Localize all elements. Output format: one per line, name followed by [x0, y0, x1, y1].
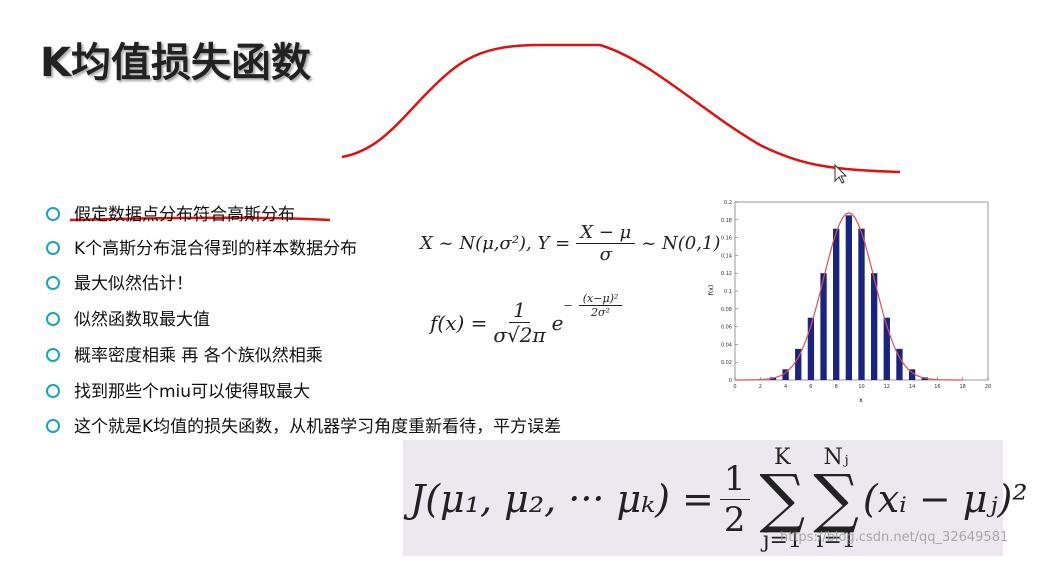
y-tick-label: 0.04: [721, 342, 732, 348]
bar: [908, 369, 916, 380]
x-tick-label: 2: [759, 384, 762, 390]
formula-text: (x−μ)²: [578, 292, 623, 306]
formula-text: J(μ₁, μ₂, ··· μₖ) =: [410, 477, 714, 521]
bar: [845, 215, 853, 380]
x-tick-label: 18: [960, 384, 966, 390]
formula-text: X − μ: [576, 222, 636, 244]
bar: [896, 348, 903, 380]
x-axis-label: x: [859, 397, 863, 404]
formula-text: 2: [723, 499, 746, 540]
y-tick-label: 0.14: [721, 253, 732, 259]
bar: [782, 369, 789, 380]
formula-text: (xᵢ − μⱼ)²: [862, 477, 1028, 521]
freehand-curve: [341, 43, 901, 174]
y-tick-label: 0.1: [724, 289, 732, 295]
bullet-text: 最大似然估计！: [74, 274, 193, 294]
bullet-dot: [46, 419, 60, 433]
bar: [858, 228, 865, 380]
bullet: 概率密度相乘 再 各个族似然相乘: [46, 341, 323, 366]
bullet-text: 假定数据点分布符合高斯分布: [74, 205, 295, 225]
formula-box: [403, 440, 1003, 556]
bullet-text: 似然函数取最大值: [74, 310, 210, 330]
watermark: https://blog.csdn.net/qq_32649581: [780, 530, 1009, 545]
formula-text: f(x) =: [430, 310, 488, 335]
x-tick-label: 4: [784, 384, 787, 390]
formula-text: −: [563, 299, 573, 312]
bullet: 假定数据点分布符合高斯分布: [46, 200, 295, 225]
formula-text: K: [774, 445, 791, 470]
x-tick-label: 12: [884, 384, 890, 390]
slide-title: K均值损失函数: [40, 40, 311, 86]
x-tick-label: 6: [809, 384, 812, 390]
bar: [820, 273, 827, 380]
bar: [870, 273, 878, 380]
formula-text: e: [551, 310, 564, 335]
bullet-text: 找到那些个miu可以使得取最大: [74, 382, 311, 402]
y-tick-label: 0.18: [721, 218, 732, 224]
y-tick-label: 0.06: [721, 325, 732, 331]
formula-pdf: f(x) = 1 σ√2π e − (x−μ)² 2σ²: [430, 292, 628, 347]
formula-text: j=1: [762, 528, 802, 553]
bar: [807, 317, 815, 380]
bar: [883, 317, 890, 380]
bullet-dot: [46, 312, 60, 326]
cursor: [834, 163, 848, 184]
bullet-dot: [46, 207, 60, 221]
x-tick-label: 16: [934, 384, 940, 390]
y-tick-label: 0.12: [721, 271, 732, 277]
underline: [69, 216, 331, 222]
bullet-text: 概率密度相乘 再 各个族似然相乘: [74, 346, 323, 366]
x-tick-label: 20: [985, 384, 991, 390]
bullet-dot: [46, 384, 60, 398]
x-tick-label: 8: [835, 384, 838, 390]
formula-text: ∑: [759, 462, 806, 536]
x-tick-label: 0: [733, 384, 736, 390]
bullet: K个高斯分布混合得到的样本数据分布: [46, 234, 357, 259]
bullet-text: K个高斯分布混合得到的样本数据分布: [74, 239, 358, 259]
y-tick-label: 0: [729, 378, 732, 384]
formula-text: Nⱼ: [823, 445, 849, 470]
bullet-dot: [46, 241, 60, 255]
bullet: 找到那些个miu可以使得取最大: [46, 377, 310, 402]
formula-text: 2σ²: [591, 306, 610, 319]
y-tick-label: 0.16: [721, 236, 732, 242]
bullet-text: 这个就是K均值的损失函数，从机器学习角度重新看待，平方误差: [74, 417, 562, 437]
bullet: 似然函数取最大值: [46, 305, 210, 330]
bar: [795, 348, 802, 380]
formula-text: 1: [509, 298, 530, 323]
y-tick-label: 0.02: [721, 360, 732, 366]
y-tick-label: 0.2: [724, 200, 732, 206]
fit-curve: [735, 212, 963, 381]
y-axis-label: f(x): [708, 285, 715, 295]
bar: [833, 228, 840, 380]
formula-text: X ~ N(μ,σ²), Y =: [420, 233, 571, 254]
bullet: 这个就是K均值的损失函数，从机器学习角度重新看待，平方误差: [46, 412, 561, 437]
y-tick-label: 0.08: [721, 307, 732, 313]
formula-text: σ√2π: [493, 323, 546, 347]
formula-text: i=1: [816, 528, 856, 553]
x-tick-label: 10: [858, 384, 864, 390]
bullet-dot: [46, 348, 60, 362]
chart: f(x) x 0 0.02 0.04 0.06 0.08 0.1 0.12 0.14 0.16 0…: [708, 200, 991, 404]
formula-text: σ: [599, 244, 612, 265]
x-tick-label: 14: [909, 384, 915, 390]
formula-text: 1: [719, 459, 750, 500]
bullet: 最大似然估计！: [46, 269, 193, 294]
formula-text: ∑: [813, 462, 859, 536]
formula-text: ~ N(0,1): [641, 233, 721, 254]
bullet-dot: [46, 276, 60, 290]
